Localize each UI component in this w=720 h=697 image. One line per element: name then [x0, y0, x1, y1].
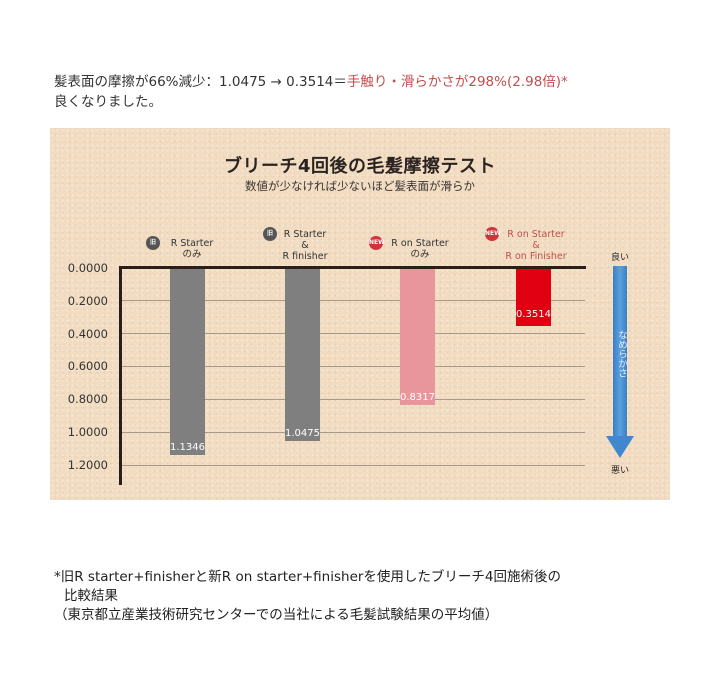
footnote-line-3: （東京都立産業技術研究センターでの当社による毛髪試験結果の平均値） [54, 607, 499, 623]
bar-r-starter-finisher: 1.0475 [285, 268, 320, 441]
arrow-bottom-label: 悪い [610, 466, 629, 476]
arrow-down-icon [613, 266, 627, 438]
intro-line-2: 良くなりました。 [54, 94, 162, 110]
old-badge-icon: 旧 [146, 236, 160, 250]
bar-value-label: 1.0475 [285, 428, 320, 439]
bar-value-label: 1.1346 [170, 442, 205, 453]
gridline [121, 366, 585, 367]
category-label-3: R on Starter のみ [385, 238, 455, 260]
category-label-1: R Starter のみ [162, 238, 222, 260]
category-line: のみ [410, 249, 430, 260]
gridline [121, 300, 585, 301]
category-line: R on Starter [391, 238, 449, 249]
arrow-top-label: 良い [610, 253, 629, 263]
intro-line-1: 髪表面の摩擦が66%減少：1.0475 → 0.3514＝手触り・滑らかさが29… [54, 72, 568, 92]
category-line: & [532, 240, 540, 251]
footnote: *旧R starter+finisherと新R on starter+finis… [54, 568, 561, 625]
chart-panel [50, 128, 670, 500]
y-tick: 0.0000 [67, 261, 108, 275]
x-axis-line [119, 266, 586, 269]
category-line: のみ [182, 249, 202, 260]
footnote-line-2: 比較結果 [64, 588, 118, 604]
category-line: R on Starter [507, 229, 565, 240]
category-line: R on Finisher [505, 251, 567, 262]
bar-value-label: 0.8317 [400, 392, 435, 403]
chart-subtitle: 数値が少なければ少ないほど髪表面が滑らか [245, 179, 475, 193]
y-tick: 1.0000 [67, 425, 108, 439]
gridline [121, 432, 585, 433]
arrow-head-icon [606, 436, 634, 458]
bar-r-on-starter-finisher: 0.3514 [516, 268, 551, 326]
bar-r-on-starter: 0.8317 [400, 268, 435, 405]
arrow-label: なめらかさ [616, 330, 627, 378]
y-tick: 1.2000 [67, 458, 108, 472]
category-line: & [301, 240, 309, 251]
old-badge-icon: 旧 [263, 227, 277, 241]
new-badge-icon: NEW [369, 236, 385, 250]
chart-title: ブリーチ4回後の毛髪摩擦テスト [223, 156, 497, 177]
y-axis-line [119, 266, 122, 485]
category-label-2: R Starter & R finisher [270, 229, 340, 262]
category-line: R Starter [283, 229, 327, 240]
bar-value-label: 0.3514 [516, 309, 551, 320]
bar-r-starter: 1.1346 [170, 268, 205, 455]
y-tick: 0.6000 [67, 359, 108, 373]
y-tick: 0.4000 [67, 327, 108, 341]
category-line: R finisher [282, 251, 328, 262]
gridline [121, 465, 585, 466]
intro-highlight: 手触り・滑らかさが298%(2.98倍)* [346, 74, 568, 90]
intro-text: 髪表面の摩擦が66%減少：1.0475 → 0.3514＝手触り・滑らかさが29… [54, 72, 568, 112]
y-tick: 0.2000 [67, 294, 108, 308]
intro-prefix: 髪表面の摩擦が66%減少：1.0475 → 0.3514＝ [54, 74, 347, 90]
footnote-line-1: *旧R starter+finisherと新R on starter+finis… [54, 569, 562, 585]
gridline [121, 333, 585, 334]
category-line: R Starter [170, 238, 214, 249]
new-badge-icon: NEW [485, 227, 501, 241]
gridline [121, 399, 585, 400]
y-tick: 0.8000 [67, 392, 108, 406]
category-label-4: R on Starter & R on Finisher [496, 229, 576, 262]
